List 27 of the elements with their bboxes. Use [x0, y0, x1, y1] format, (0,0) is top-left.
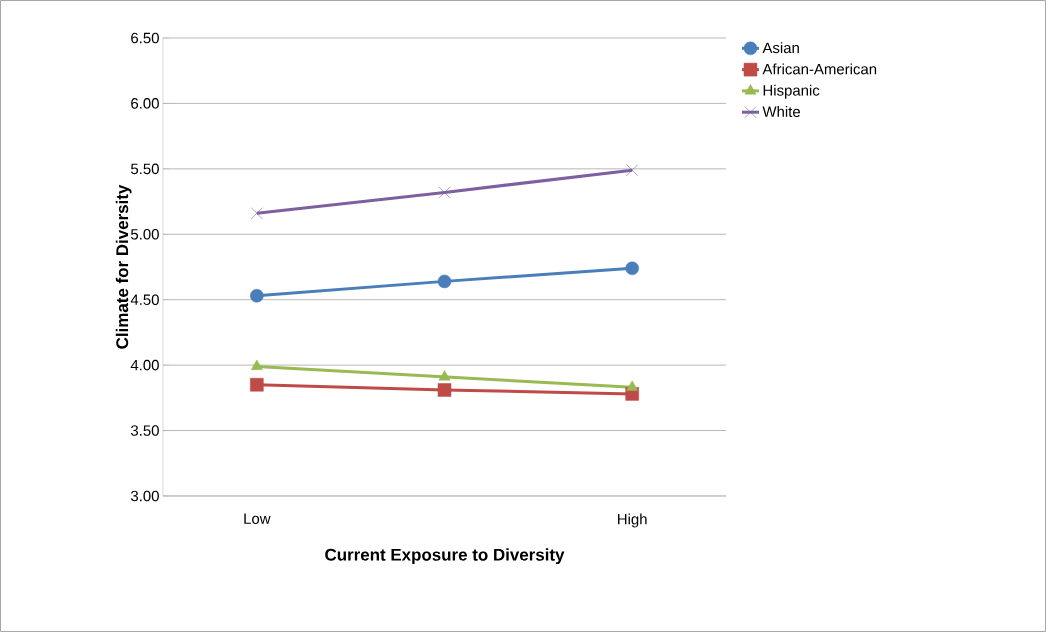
y-tick-label: 6.00: [131, 98, 159, 109]
y-tick-label: 4.50: [130, 294, 159, 305]
y-tick-label: 6.50: [131, 32, 159, 44]
point: [437, 274, 452, 289]
y-tick-label: 3.50: [130, 425, 159, 436]
x-axis-title: Current Exposure to Diversity: [325, 548, 565, 565]
legend-label: Asian: [762, 42, 799, 54]
legend-label: Hispanic: [763, 84, 820, 99]
point: [438, 370, 451, 381]
point: [250, 359, 263, 370]
y-tick-label: 5.00: [131, 228, 159, 240]
point: [626, 164, 639, 177]
x-tick-label: Low: [244, 513, 271, 524]
y-tick-label: 3.00: [130, 490, 159, 502]
point: [438, 186, 451, 199]
point: [250, 289, 264, 303]
y-tick-label: 4.00: [130, 359, 159, 371]
x-tick-label: High: [618, 513, 647, 528]
point: [625, 261, 639, 276]
legend-label: African-American: [762, 63, 877, 75]
point: [250, 378, 264, 392]
point: [626, 380, 639, 391]
legend-label: White: [762, 106, 800, 117]
y-axis-title: Climate for Diversity: [115, 184, 132, 349]
y-tick-label: 5.50: [131, 163, 159, 175]
point: [250, 207, 263, 220]
point: [437, 383, 452, 397]
